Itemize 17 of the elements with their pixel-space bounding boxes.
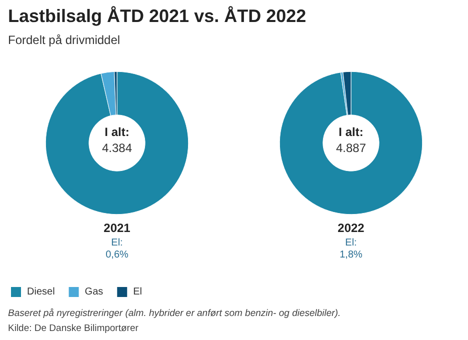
text: I alt: [104,125,130,139]
text: 2021 [104,221,131,235]
text: El: [345,238,357,248]
text: 0,6% [106,250,129,260]
text: 4.384 [102,141,132,155]
legend-label: El [133,286,142,298]
legend-label: Diesel [27,286,55,298]
text: 4.887 [336,141,366,155]
text: 1,8% [340,250,363,260]
text: El: [111,238,123,248]
legend-label: Gas [84,286,104,298]
chart-subtitle: Fordelt på drivmiddel [8,33,122,47]
chart-title: Lastbilsalg ÅTD 2021 vs. ÅTD 2022 [8,6,306,27]
text: Kilde: De Danske Bilimportører [8,322,140,336]
text: 2022 [338,221,365,235]
text: Baseret på nyregistreringer (alm. hybrider er anført som benzin- og dieselbiler). [8,307,341,321]
text: I alt: [338,125,364,139]
